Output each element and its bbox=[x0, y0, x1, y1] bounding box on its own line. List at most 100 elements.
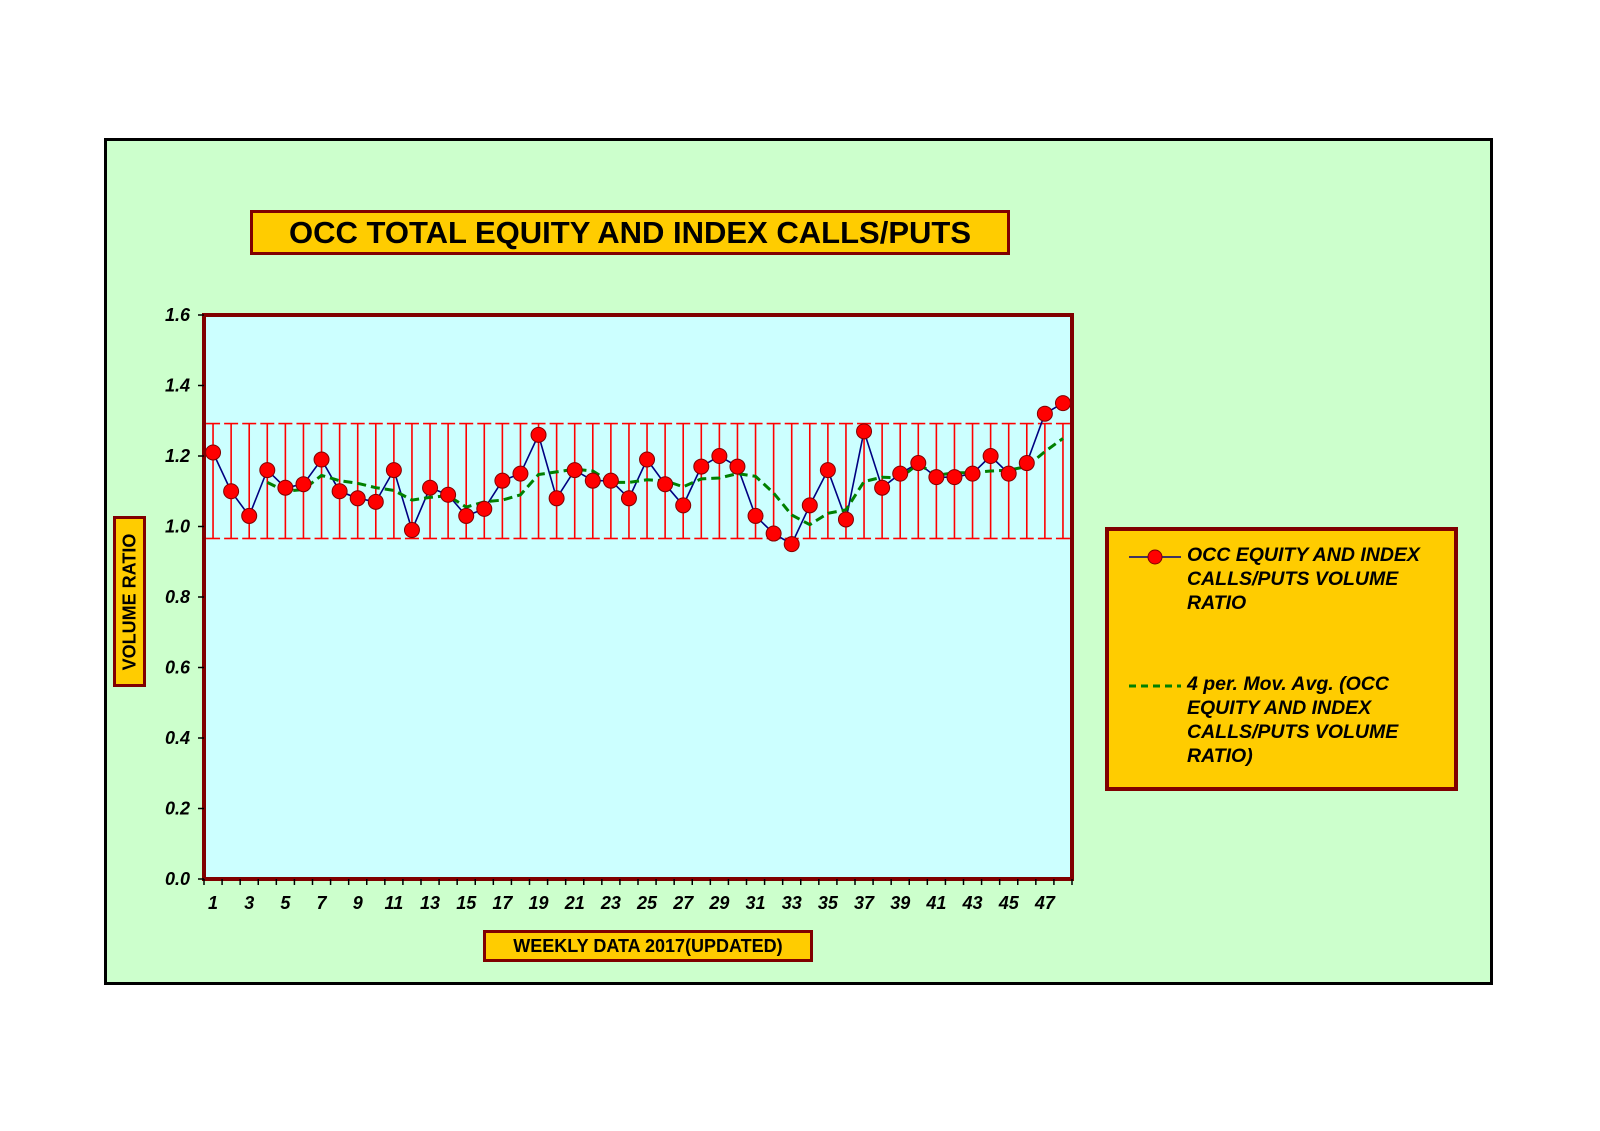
y-tick-label: 1.6 bbox=[165, 305, 191, 325]
x-tick-label: 23 bbox=[600, 893, 621, 913]
x-tick-label: 13 bbox=[420, 893, 440, 913]
error-bar bbox=[206, 422, 221, 540]
error-bar bbox=[404, 422, 419, 540]
legend-label-ratio: OCC EQUITY AND INDEX CALLS/PUTS VOLUME R… bbox=[1187, 544, 1420, 614]
data-point bbox=[385, 462, 402, 479]
x-tick-label: 27 bbox=[672, 893, 694, 913]
error-bar bbox=[224, 422, 239, 540]
data-point bbox=[259, 462, 276, 479]
x-tick-label: 41 bbox=[925, 893, 946, 913]
data-point bbox=[657, 476, 674, 493]
error-bar bbox=[477, 422, 492, 540]
error-bar bbox=[350, 422, 365, 540]
error-bar bbox=[694, 422, 709, 540]
data-point bbox=[910, 455, 927, 472]
x-tick-label: 11 bbox=[385, 893, 404, 913]
legend-label-moving-average: 4 per. Mov. Avg. (OCC EQUITY AND INDEX C… bbox=[1187, 673, 1399, 767]
series-layer bbox=[205, 395, 1071, 553]
error-bar bbox=[260, 422, 275, 540]
data-point bbox=[1036, 405, 1053, 422]
data-point bbox=[584, 472, 601, 489]
x-tick-label: 29 bbox=[708, 893, 729, 913]
error-bar bbox=[802, 422, 817, 540]
data-point bbox=[747, 507, 764, 524]
data-point bbox=[837, 511, 854, 528]
x-tick-label: 35 bbox=[818, 893, 839, 913]
y-tick-label: 0.8 bbox=[165, 587, 190, 607]
x-tick-label: 1 bbox=[208, 893, 218, 913]
x-tick-label: 31 bbox=[746, 893, 766, 913]
data-point bbox=[1054, 395, 1071, 412]
y-axis-title-box: VOLUME RATIO bbox=[113, 516, 146, 687]
data-point bbox=[982, 448, 999, 464]
error-bar bbox=[911, 422, 926, 540]
x-tick-label: 39 bbox=[890, 893, 910, 913]
x-tick-label: 47 bbox=[1034, 893, 1056, 913]
data-point bbox=[548, 490, 565, 507]
error-bar bbox=[1037, 422, 1052, 540]
data-point bbox=[639, 451, 656, 468]
y-tick-label: 1.0 bbox=[165, 517, 190, 537]
data-point bbox=[892, 465, 909, 482]
error-bar bbox=[332, 422, 347, 540]
x-tick-label: 45 bbox=[998, 893, 1020, 913]
legend: OCC EQUITY AND INDEX CALLS/PUTS VOLUME R… bbox=[1105, 527, 1458, 791]
data-point bbox=[602, 472, 619, 489]
data-point bbox=[241, 507, 258, 524]
data-point bbox=[711, 448, 728, 464]
data-point bbox=[440, 486, 457, 503]
data-point bbox=[277, 479, 294, 496]
data-point bbox=[874, 479, 891, 496]
x-tick-label: 15 bbox=[456, 893, 477, 913]
error-bar bbox=[1055, 422, 1070, 540]
data-point bbox=[675, 497, 692, 514]
plot-area bbox=[202, 313, 1074, 881]
data-point bbox=[512, 465, 529, 482]
data-point bbox=[223, 483, 240, 500]
error-bar bbox=[314, 422, 329, 540]
data-point bbox=[693, 458, 710, 475]
x-tick-label: 5 bbox=[280, 893, 291, 913]
y-axis-title: VOLUME RATIO bbox=[119, 533, 139, 670]
axes bbox=[198, 314, 1073, 885]
y-tick-label: 0.0 bbox=[165, 869, 190, 889]
data-point bbox=[313, 451, 330, 468]
data-point bbox=[403, 522, 420, 539]
y-tick-label: 0.4 bbox=[165, 728, 190, 748]
data-point bbox=[566, 462, 583, 479]
error-bar bbox=[441, 422, 456, 540]
x-tick-label: 21 bbox=[564, 893, 585, 913]
error-bar bbox=[676, 422, 691, 540]
y-tick-label: 1.2 bbox=[165, 446, 190, 466]
error-bar bbox=[712, 422, 727, 540]
data-point bbox=[765, 525, 782, 542]
error-bar bbox=[820, 422, 835, 540]
x-tick-label: 25 bbox=[636, 893, 658, 913]
data-point bbox=[819, 462, 836, 479]
data-point bbox=[620, 490, 637, 507]
y-axis-tick-labels: 0.0 0.2 0.4 0.6 0.8 1.0 1.2 1.4 1.6 bbox=[165, 305, 191, 889]
data-point bbox=[476, 500, 493, 517]
x-axis-title: WEEKLY DATA 2017(UPDATED) bbox=[483, 930, 813, 962]
error-bar bbox=[386, 422, 401, 540]
x-tick-label: 33 bbox=[782, 893, 802, 913]
x-tick-label: 7 bbox=[317, 893, 328, 913]
x-tick-label: 9 bbox=[353, 893, 363, 913]
error-bar bbox=[567, 422, 582, 540]
data-point bbox=[1000, 465, 1017, 482]
data-point bbox=[1018, 455, 1035, 472]
data-point bbox=[458, 507, 475, 524]
x-tick-label: 3 bbox=[244, 893, 254, 913]
data-point bbox=[295, 476, 312, 493]
error-bar bbox=[730, 422, 745, 540]
data-point bbox=[928, 469, 945, 486]
y-tick-label: 0.6 bbox=[165, 658, 191, 678]
error-bar bbox=[621, 422, 636, 540]
data-point bbox=[946, 469, 963, 486]
x-tick-label: 17 bbox=[492, 893, 513, 913]
data-point bbox=[205, 444, 222, 461]
data-point bbox=[856, 423, 873, 440]
error-bar bbox=[549, 422, 564, 540]
legend-line-moving-average-icon bbox=[1129, 684, 1181, 688]
